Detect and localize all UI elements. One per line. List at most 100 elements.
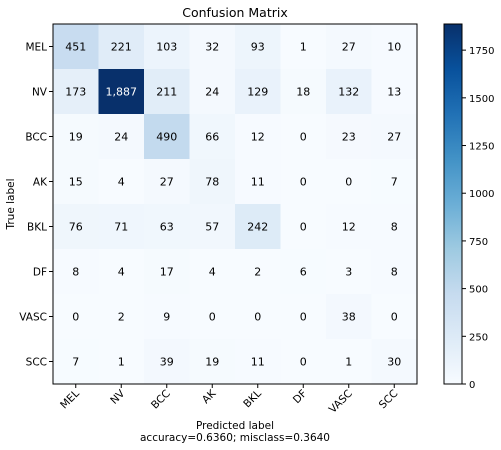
cell-value-label: 18 bbox=[296, 86, 310, 99]
heatmap-cell bbox=[144, 69, 190, 115]
heatmap-cell bbox=[280, 159, 327, 205]
cell-value-label: 76 bbox=[69, 221, 83, 234]
cell-value-label: 6 bbox=[300, 266, 307, 279]
heatmap-cell bbox=[53, 69, 99, 115]
cell-value-label: 4 bbox=[209, 266, 216, 279]
cell-value-label: 10 bbox=[387, 41, 401, 54]
heatmap-cell bbox=[189, 69, 236, 115]
heatmap-cell bbox=[189, 249, 236, 295]
x-tick-label: BCC bbox=[149, 388, 173, 412]
heatmap-cell bbox=[235, 249, 281, 295]
heatmap-cell bbox=[371, 114, 418, 160]
cell-value-label: 2 bbox=[254, 266, 261, 279]
y-tick-label: BCC bbox=[25, 132, 47, 144]
cell-value-label: 0 bbox=[300, 356, 307, 369]
cell-value-label: 173 bbox=[65, 86, 86, 99]
cell-value-label: 0 bbox=[300, 176, 307, 189]
heatmap-cell bbox=[326, 249, 372, 295]
heatmap-cell bbox=[189, 294, 236, 340]
y-tick-label: AK bbox=[33, 177, 48, 189]
cell-value-label: 1 bbox=[300, 41, 307, 54]
colorbar-ticks: 0 250 500 750 1000 1250 1500 1750 bbox=[462, 46, 494, 391]
cell-value-label: 0 bbox=[300, 221, 307, 234]
cell-value-label: 24 bbox=[205, 86, 219, 99]
cell-value-label: 32 bbox=[205, 41, 219, 54]
cell-value-label: 63 bbox=[160, 221, 174, 234]
heatmap-cell bbox=[144, 159, 190, 205]
heatmap-cell bbox=[326, 159, 372, 205]
heatmap-cell bbox=[326, 114, 372, 160]
heatmap-cell bbox=[53, 159, 99, 205]
cell-value-label: 23 bbox=[342, 131, 356, 144]
cell-value-label: 9 bbox=[163, 311, 170, 324]
colorbar-tick-label: 1750 bbox=[469, 46, 494, 57]
heatmap-cell bbox=[326, 69, 372, 115]
heatmap-cell bbox=[144, 249, 190, 295]
cell-value-label: 0 bbox=[391, 311, 398, 324]
heatmap-cell bbox=[98, 339, 145, 385]
cell-value-label: 4 bbox=[118, 266, 125, 279]
cell-value-label: 57 bbox=[205, 221, 219, 234]
heatmap-cell bbox=[98, 69, 145, 115]
y-tick-label: NV bbox=[32, 87, 48, 99]
colorbar-tick-label: 1500 bbox=[469, 94, 494, 105]
heatmap-cell bbox=[53, 339, 99, 385]
heatmap-cell bbox=[326, 339, 372, 385]
x-axis-title: Predicted label bbox=[196, 420, 274, 432]
heatmap-cell bbox=[98, 159, 145, 205]
cell-value-label: 0 bbox=[345, 176, 352, 189]
heatmap-cell bbox=[280, 24, 327, 70]
y-tick-label: SCC bbox=[26, 357, 47, 369]
heatmap-cell bbox=[189, 159, 236, 205]
cell-value-label: 221 bbox=[111, 41, 132, 54]
heatmap-cell bbox=[98, 24, 145, 70]
heatmap-cell bbox=[280, 339, 327, 385]
cell-value-label: 12 bbox=[251, 131, 265, 144]
heatmap-cell bbox=[53, 294, 99, 340]
cell-value-label: 7 bbox=[72, 356, 79, 369]
heatmap-cell bbox=[189, 114, 236, 160]
cell-value-label: 451 bbox=[65, 41, 86, 54]
cell-value-label: 11 bbox=[251, 176, 265, 189]
colorbar bbox=[443, 23, 463, 385]
heatmap-cell bbox=[235, 204, 281, 250]
cell-value-label: 27 bbox=[387, 131, 401, 144]
cell-value-label: 38 bbox=[342, 311, 356, 324]
heatmap-cell bbox=[53, 204, 99, 250]
cell-value-label: 129 bbox=[247, 86, 268, 99]
heatmap-cell bbox=[53, 114, 99, 160]
cell-value-label: 71 bbox=[114, 221, 128, 234]
heatmap-cell bbox=[371, 204, 418, 250]
cell-value-label: 242 bbox=[247, 221, 268, 234]
heatmap-cell bbox=[371, 339, 418, 385]
colorbar-tick-label: 250 bbox=[469, 332, 488, 343]
heatmap-cell bbox=[235, 294, 281, 340]
heatmap-cell bbox=[326, 204, 372, 250]
cell-value-label: 8 bbox=[391, 221, 398, 234]
cell-value-label: 13 bbox=[387, 86, 401, 99]
cell-value-label: 66 bbox=[205, 131, 219, 144]
x-tick-label: NV bbox=[108, 387, 128, 407]
cell-value-label: 39 bbox=[160, 356, 174, 369]
cell-value-label: 490 bbox=[156, 131, 177, 144]
heatmap-cell bbox=[144, 114, 190, 160]
heatmap-cell bbox=[371, 159, 418, 205]
cell-value-label: 3 bbox=[345, 266, 352, 279]
colorbar-tick-label: 750 bbox=[469, 237, 488, 248]
cell-value-label: 1 bbox=[118, 356, 125, 369]
heatmap-cell bbox=[144, 24, 190, 70]
y-axis-ticks: MEL NV BCC AK BKL DF VASC SCC bbox=[19, 42, 53, 369]
x-tick-label: MEL bbox=[58, 388, 82, 412]
heatmap-cell bbox=[144, 294, 190, 340]
x-tick-label: BKL bbox=[241, 388, 264, 411]
heatmap-cell bbox=[326, 24, 372, 70]
heatmap-cell bbox=[98, 294, 145, 340]
heatmap-cells bbox=[53, 24, 418, 385]
cell-value-label: 103 bbox=[156, 41, 177, 54]
cell-value-label: 7 bbox=[391, 176, 398, 189]
heatmap-cell bbox=[98, 114, 145, 160]
x-axis-ticks: MEL NV BCC AK BKL DF VASC SCC bbox=[58, 384, 400, 416]
heatmap-cell bbox=[280, 294, 327, 340]
